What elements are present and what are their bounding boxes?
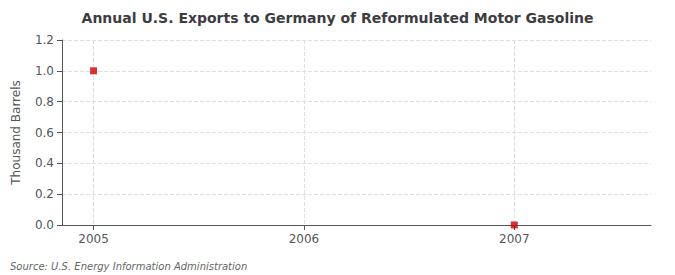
svg-text:2006: 2006 — [289, 232, 320, 246]
svg-text:2005: 2005 — [78, 232, 109, 246]
svg-text:2007: 2007 — [499, 232, 530, 246]
svg-text:Source: U.S. Energy Informatio: Source: U.S. Energy Information Administ… — [10, 261, 247, 272]
svg-text:Thousand Barrels: Thousand Barrels — [9, 80, 23, 185]
svg-text:0.0: 0.0 — [35, 218, 54, 232]
svg-text:Annual U.S. Exports to Germany: Annual U.S. Exports to Germany of Reform… — [82, 10, 594, 26]
svg-text:0.4: 0.4 — [35, 156, 54, 170]
svg-text:1.0: 1.0 — [35, 64, 54, 78]
svg-text:0.2: 0.2 — [35, 187, 54, 201]
svg-text:0.8: 0.8 — [35, 95, 54, 109]
svg-text:0.6: 0.6 — [35, 126, 54, 140]
svg-text:1.2: 1.2 — [35, 33, 54, 47]
